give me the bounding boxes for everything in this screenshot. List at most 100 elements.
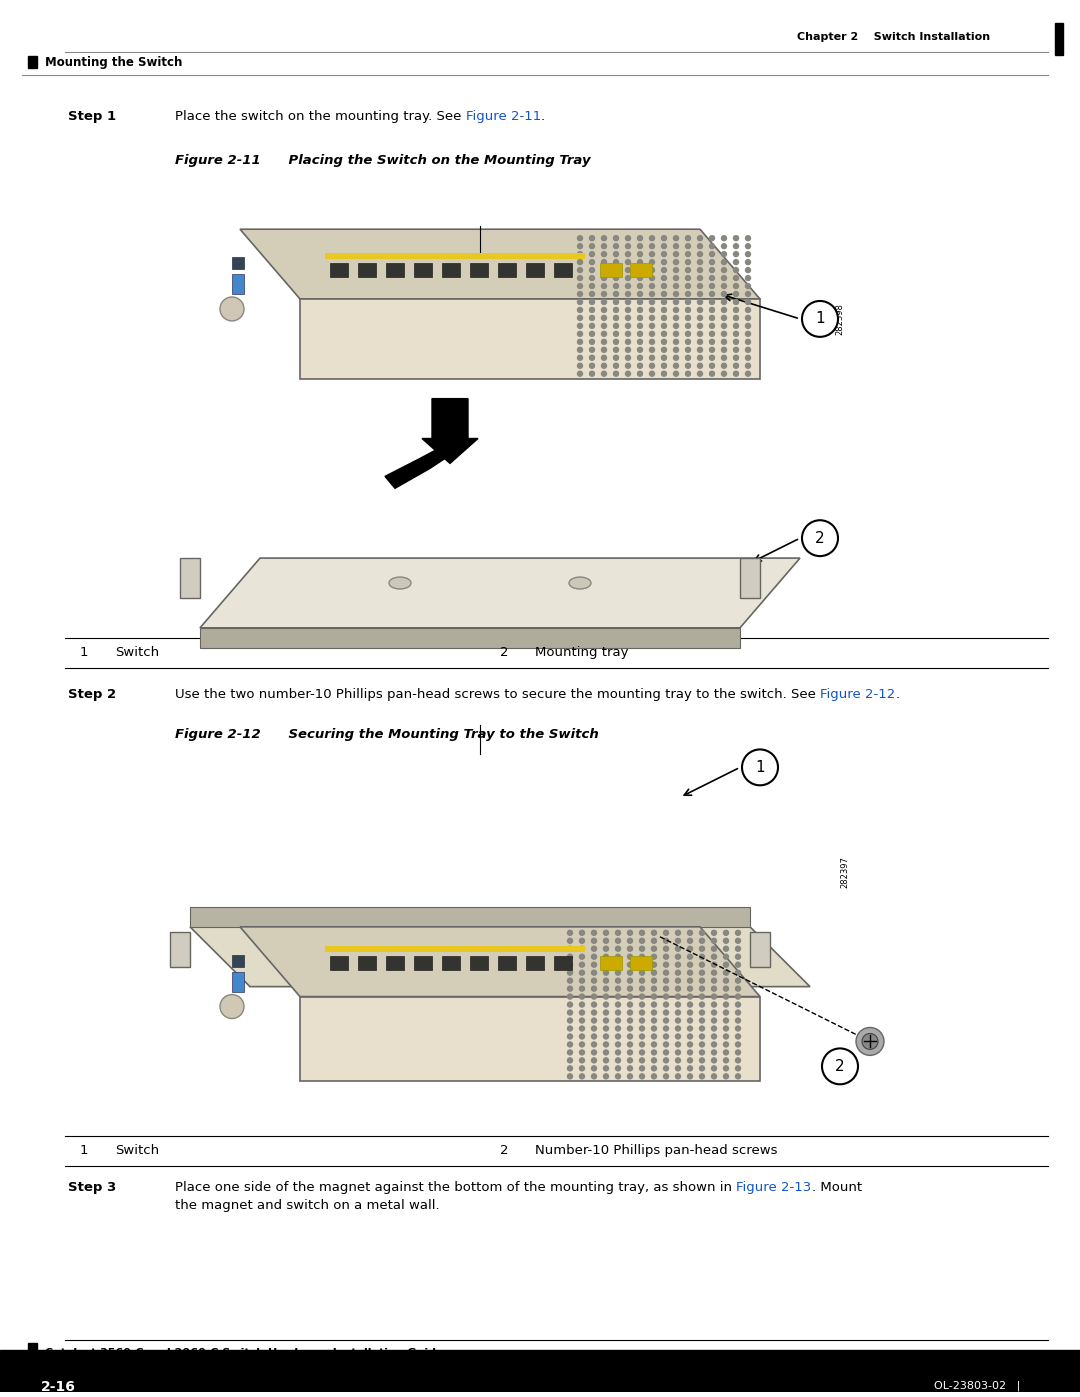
Text: Figure 2-11: Figure 2-11: [465, 109, 541, 123]
Circle shape: [639, 986, 645, 990]
Circle shape: [698, 268, 702, 272]
Circle shape: [616, 954, 621, 960]
Circle shape: [220, 298, 244, 321]
Circle shape: [592, 1074, 596, 1078]
Circle shape: [592, 1066, 596, 1071]
Circle shape: [604, 939, 608, 943]
Circle shape: [637, 372, 643, 376]
Circle shape: [688, 1042, 692, 1046]
Circle shape: [700, 1058, 704, 1063]
Circle shape: [661, 372, 666, 376]
Circle shape: [698, 284, 702, 289]
Circle shape: [592, 1002, 596, 1007]
Circle shape: [627, 954, 633, 960]
Circle shape: [710, 331, 715, 337]
Circle shape: [700, 978, 704, 983]
Text: Mounting the Switch: Mounting the Switch: [45, 56, 183, 68]
Circle shape: [700, 939, 704, 943]
Circle shape: [724, 1066, 729, 1071]
Circle shape: [637, 363, 643, 369]
Circle shape: [724, 1018, 729, 1023]
Circle shape: [733, 316, 739, 320]
Circle shape: [627, 1066, 633, 1071]
Circle shape: [649, 299, 654, 305]
Circle shape: [578, 307, 582, 313]
Circle shape: [649, 236, 654, 240]
Circle shape: [675, 1002, 680, 1007]
Circle shape: [661, 260, 666, 264]
Circle shape: [651, 1034, 657, 1039]
Circle shape: [625, 268, 631, 272]
Circle shape: [721, 260, 727, 264]
Circle shape: [592, 930, 596, 936]
Circle shape: [745, 323, 751, 328]
Circle shape: [745, 292, 751, 296]
Text: Step 3: Step 3: [68, 1180, 117, 1194]
Circle shape: [651, 978, 657, 983]
Circle shape: [686, 275, 690, 281]
Circle shape: [602, 292, 607, 296]
Circle shape: [710, 316, 715, 320]
Text: Number-10 Phillips pan-head screws: Number-10 Phillips pan-head screws: [535, 1144, 778, 1157]
Circle shape: [616, 1051, 621, 1055]
Circle shape: [745, 251, 751, 257]
Circle shape: [735, 986, 741, 990]
Circle shape: [580, 954, 584, 960]
Circle shape: [735, 1066, 741, 1071]
Polygon shape: [180, 557, 200, 598]
Circle shape: [724, 1002, 729, 1007]
Circle shape: [639, 1034, 645, 1039]
Circle shape: [724, 963, 729, 967]
Circle shape: [613, 268, 619, 272]
Circle shape: [674, 268, 678, 272]
Circle shape: [613, 307, 619, 313]
Polygon shape: [240, 229, 760, 299]
Polygon shape: [170, 932, 190, 967]
Bar: [414, 956, 432, 970]
Polygon shape: [740, 557, 760, 598]
Circle shape: [592, 986, 596, 990]
Circle shape: [649, 268, 654, 272]
Bar: [232, 972, 244, 992]
Circle shape: [604, 1034, 608, 1039]
Circle shape: [625, 236, 631, 240]
Polygon shape: [300, 996, 760, 1081]
Circle shape: [661, 363, 666, 369]
Circle shape: [592, 978, 596, 983]
Circle shape: [700, 1042, 704, 1046]
Circle shape: [637, 299, 643, 305]
Circle shape: [710, 363, 715, 369]
Circle shape: [724, 1042, 729, 1046]
Bar: [386, 956, 404, 970]
Circle shape: [688, 963, 692, 967]
Circle shape: [578, 355, 582, 360]
Circle shape: [675, 1066, 680, 1071]
Circle shape: [602, 372, 607, 376]
Circle shape: [616, 1002, 621, 1007]
Circle shape: [745, 299, 751, 305]
Circle shape: [698, 355, 702, 360]
Circle shape: [686, 339, 690, 344]
Circle shape: [688, 1051, 692, 1055]
Circle shape: [627, 1051, 633, 1055]
Circle shape: [674, 339, 678, 344]
Circle shape: [700, 1002, 704, 1007]
Polygon shape: [200, 627, 740, 648]
Circle shape: [688, 1074, 692, 1078]
Circle shape: [580, 939, 584, 943]
Circle shape: [712, 954, 716, 960]
Text: the magnet and switch on a metal wall.: the magnet and switch on a metal wall.: [175, 1199, 440, 1213]
Circle shape: [688, 1066, 692, 1071]
Circle shape: [590, 292, 594, 296]
Circle shape: [578, 268, 582, 272]
Circle shape: [688, 995, 692, 999]
Circle shape: [592, 939, 596, 943]
Circle shape: [735, 963, 741, 967]
Circle shape: [639, 1074, 645, 1078]
Circle shape: [590, 323, 594, 328]
Circle shape: [627, 939, 633, 943]
Circle shape: [700, 963, 704, 967]
Circle shape: [721, 363, 727, 369]
Circle shape: [649, 292, 654, 296]
Circle shape: [686, 299, 690, 305]
